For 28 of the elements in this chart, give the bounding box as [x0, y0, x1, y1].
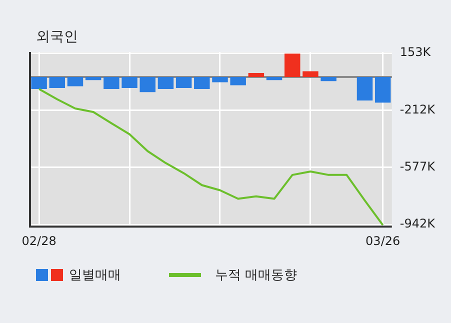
- y-tick-label: -942K: [400, 216, 436, 231]
- x-tick-label: 02/28: [22, 234, 56, 248]
- y-tick-label: 153K: [400, 45, 432, 60]
- bar: [104, 77, 120, 89]
- y-tick-label: -212K: [400, 102, 436, 116]
- bar: [194, 77, 210, 89]
- bar: [158, 77, 174, 89]
- bar: [140, 77, 156, 92]
- bar: [248, 72, 264, 78]
- y-tick-label: -577K: [400, 160, 436, 174]
- bar: [212, 77, 228, 82]
- bar: [176, 77, 192, 88]
- legend-label: 누적 매매동향: [215, 267, 298, 284]
- bar: [374, 77, 391, 103]
- bar: [356, 77, 373, 101]
- bar: [284, 54, 300, 78]
- bar: [302, 71, 318, 78]
- bar: [230, 77, 246, 86]
- legend-label: 일별매매: [69, 267, 121, 284]
- bar: [67, 77, 84, 86]
- chart-title: 외국인: [36, 28, 78, 46]
- bar: [122, 77, 138, 88]
- bar: [266, 77, 282, 80]
- bar: [49, 77, 66, 88]
- x-tick-label: 03/26: [366, 234, 400, 248]
- bar: [85, 77, 102, 80]
- bar: [31, 77, 47, 89]
- bar: [320, 77, 336, 82]
